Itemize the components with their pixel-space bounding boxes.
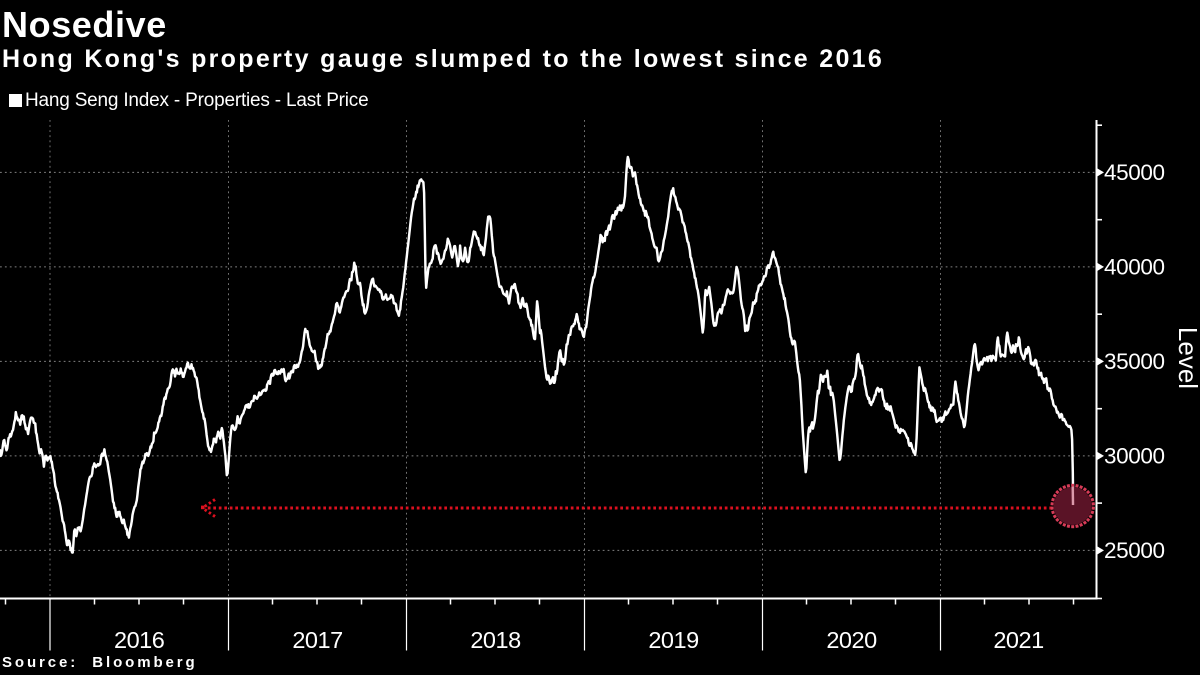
svg-text:Level: Level <box>1173 327 1200 389</box>
svg-text:45000: 45000 <box>1104 160 1165 185</box>
svg-text:30000: 30000 <box>1104 443 1165 468</box>
svg-text:2019: 2019 <box>648 627 698 653</box>
svg-text:2021: 2021 <box>993 627 1043 653</box>
svg-text:35000: 35000 <box>1104 349 1165 374</box>
svg-text:2020: 2020 <box>826 627 877 653</box>
svg-text:2018: 2018 <box>470 627 521 653</box>
svg-text:2017: 2017 <box>292 627 342 653</box>
svg-text:2016: 2016 <box>114 627 165 653</box>
svg-text:25000: 25000 <box>1104 538 1165 563</box>
svg-text:40000: 40000 <box>1104 254 1165 279</box>
